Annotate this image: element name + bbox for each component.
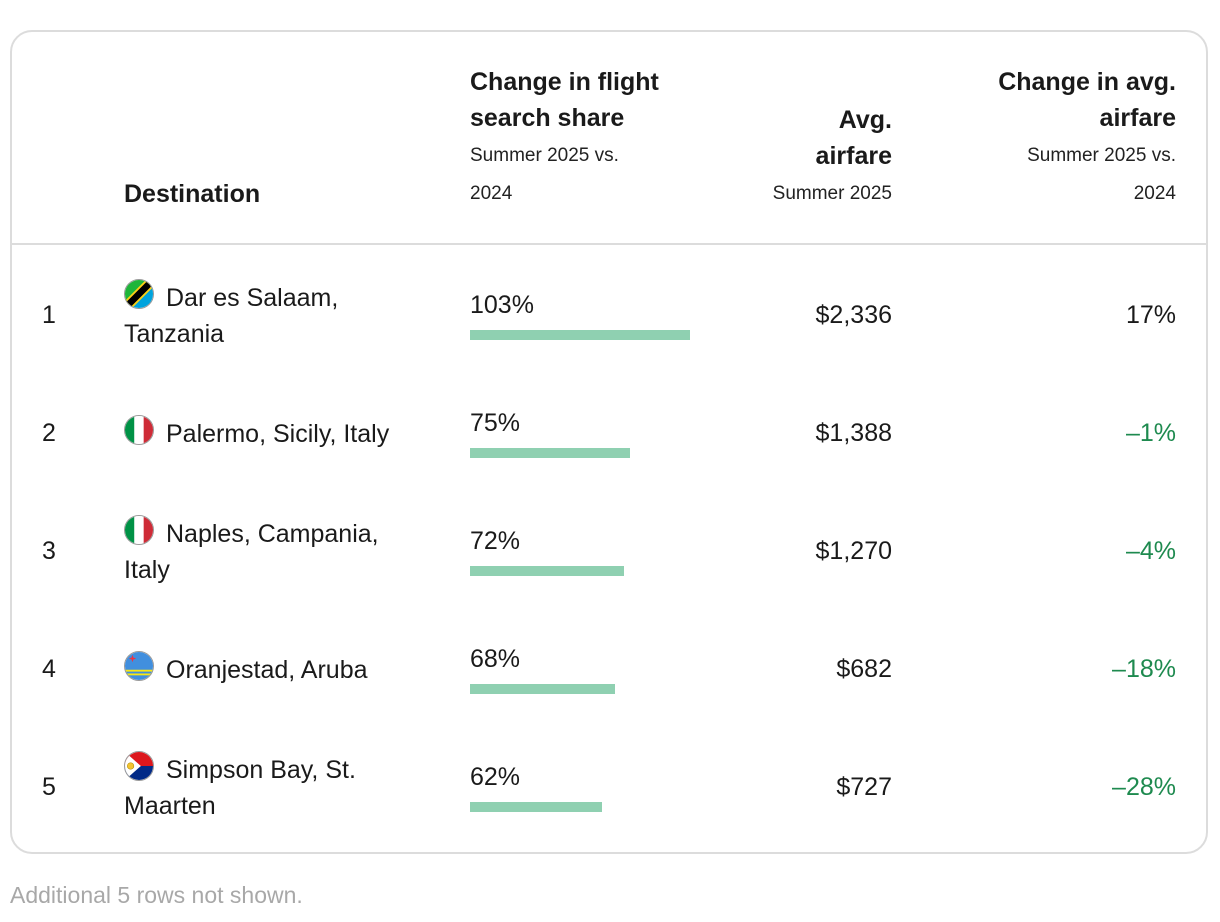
destination-line-1: Oranjestad, Aruba <box>166 656 368 684</box>
italy-flag-icon <box>124 515 154 545</box>
header-change-airfare-sub-1: Summer 2025 vs. <box>1027 145 1176 166</box>
destination-line-1: Naples, Campania, <box>166 520 379 548</box>
row-destination: Palermo, Sicily, Italy <box>124 415 424 452</box>
tanzania-flag-icon <box>124 279 154 309</box>
header-change-airfare-sub-2: 2024 <box>1133 183 1176 204</box>
row-rank: 5 <box>42 773 56 801</box>
avg-airfare: $1,270 <box>815 537 892 565</box>
italy-flag-icon <box>124 415 154 445</box>
destination-line-2: Maarten <box>124 792 216 820</box>
header-search-share-title-2: search share <box>470 104 625 132</box>
header-airfare-title-1: Avg. <box>838 106 892 134</box>
avg-airfare: $1,388 <box>815 419 892 447</box>
destination-line-2: Tanzania <box>124 320 225 348</box>
header-divider <box>12 243 1208 245</box>
row-destination: Simpson Bay, St. Maarten <box>124 751 424 824</box>
change-avg-airfare: –1% <box>1125 419 1176 447</box>
header-search-share-sub-2: 2024 <box>470 183 513 204</box>
destination-line-1: Palermo, Sicily, Italy <box>166 420 390 448</box>
destination-line-1: Dar es Salaam, <box>166 284 339 312</box>
header-search-share-title-1: Change in flight <box>470 68 659 96</box>
footnote: Additional 5 rows not shown. <box>10 882 303 908</box>
change-avg-airfare: 17% <box>1125 301 1176 329</box>
row-destination: Dar es Salaam, Tanzania <box>124 279 424 352</box>
destination-line-2: Italy <box>124 556 170 584</box>
header-change-airfare-title-1: Change in avg. <box>998 68 1176 96</box>
aruba-flag-icon <box>124 651 154 681</box>
search-share-bar <box>470 566 624 576</box>
avg-airfare: $727 <box>836 773 892 801</box>
header-airfare-sub: Summer 2025 <box>772 183 892 204</box>
search-share-label: 72% <box>470 527 521 555</box>
row-destination: Naples, Campania, Italy <box>124 515 424 588</box>
search-share-label: 68% <box>470 645 521 673</box>
header-search-share-sub-1: Summer 2025 vs. <box>470 145 619 166</box>
avg-airfare: $2,336 <box>815 301 892 329</box>
row-rank: 3 <box>42 537 56 565</box>
destination-line-1: Simpson Bay, St. <box>166 756 356 784</box>
row-rank: 2 <box>42 419 56 447</box>
change-avg-airfare: –18% <box>1112 655 1176 683</box>
row-rank: 1 <box>42 301 56 329</box>
sint-maarten-flag-icon <box>124 751 154 781</box>
avg-airfare: $682 <box>836 655 892 683</box>
search-share-bar <box>470 330 690 340</box>
header-destination: Destination <box>124 180 261 208</box>
search-share-bar <box>470 448 630 458</box>
row-rank: 4 <box>42 655 56 683</box>
search-share-label: 75% <box>470 409 521 437</box>
search-share-label: 62% <box>470 763 521 791</box>
row-destination: Oranjestad, Aruba <box>124 651 424 688</box>
search-share-bar <box>470 802 602 812</box>
change-avg-airfare: –28% <box>1112 773 1176 801</box>
change-avg-airfare: –4% <box>1125 537 1176 565</box>
header-change-airfare-title-2: airfare <box>1099 104 1176 132</box>
header-airfare-title-2: airfare <box>815 142 892 170</box>
search-share-bar <box>470 684 615 694</box>
search-share-label: 103% <box>470 291 534 319</box>
table-card <box>10 30 1208 854</box>
